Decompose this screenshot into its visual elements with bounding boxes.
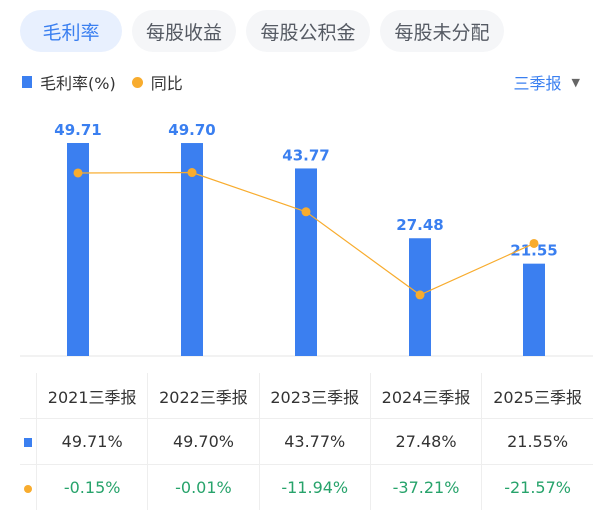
table-cell: -11.94%	[259, 465, 370, 510]
bar-value-label: 49.71	[54, 121, 101, 139]
table-cell: -0.01%	[148, 465, 259, 510]
line-series-icon	[20, 465, 37, 510]
table-header: 2024三季报	[370, 373, 481, 419]
table-cell: 43.77%	[259, 419, 370, 465]
table-header-row: 2021三季报 2022三季报 2023三季报 2024三季报 2025三季报	[20, 373, 593, 419]
bar-value-label: 49.70	[168, 121, 215, 139]
bar	[295, 168, 317, 356]
table-header: 2025三季报	[482, 373, 593, 419]
yoy-point	[302, 207, 311, 216]
yoy-point	[74, 168, 83, 177]
yoy-point	[416, 290, 425, 299]
table-row: -0.15% -0.01% -11.94% -37.21% -21.57%	[20, 465, 593, 510]
table-cell: -21.57%	[482, 465, 593, 510]
table-cell: -37.21%	[370, 465, 481, 510]
table-cell: -0.15%	[37, 465, 148, 510]
table-corner	[20, 373, 37, 419]
bar	[523, 264, 545, 356]
data-table: 2021三季报 2022三季报 2023三季报 2024三季报 2025三季报 …	[20, 373, 593, 510]
table-header: 2021三季报	[37, 373, 148, 419]
table-header: 2022三季报	[148, 373, 259, 419]
table-cell: 49.71%	[37, 419, 148, 465]
yoy-point	[188, 168, 197, 177]
table-cell: 27.48%	[370, 419, 481, 465]
table-header: 2023三季报	[259, 373, 370, 419]
table-cell: 21.55%	[482, 419, 593, 465]
bar-series-icon	[20, 419, 37, 465]
table-cell: 49.70%	[148, 419, 259, 465]
bar-value-label: 43.77	[282, 146, 329, 164]
table-row: 49.71% 49.70% 43.77% 27.48% 21.55%	[20, 419, 593, 465]
yoy-point	[530, 239, 539, 248]
bar-value-label: 27.48	[396, 216, 443, 234]
